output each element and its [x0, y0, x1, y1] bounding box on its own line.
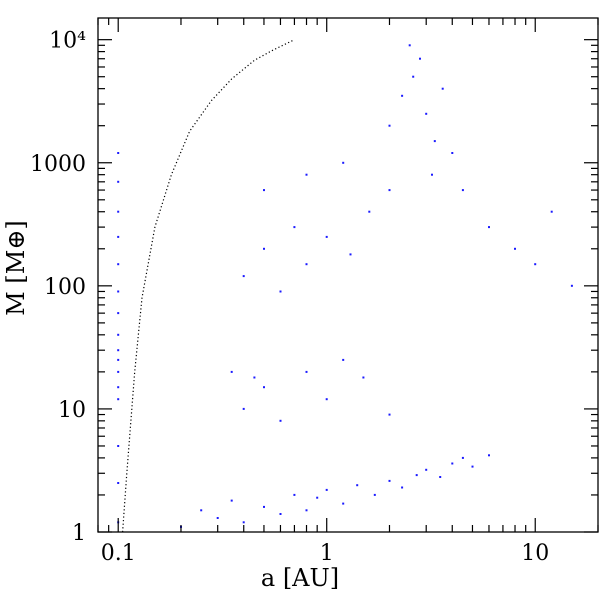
x-tick-label: 10 — [521, 541, 549, 566]
data-point — [117, 235, 120, 238]
data-point — [461, 189, 464, 192]
data-point — [279, 290, 282, 293]
y-tick-label: 10 — [58, 398, 86, 423]
data-point — [388, 479, 391, 482]
data-point — [305, 509, 308, 512]
points-layer — [117, 44, 573, 528]
data-point — [570, 284, 573, 287]
data-point — [293, 226, 296, 229]
data-point — [305, 263, 308, 266]
data-point — [441, 87, 444, 90]
data-point — [200, 509, 203, 512]
data-point — [415, 474, 418, 477]
data-point — [356, 484, 359, 487]
data-point — [342, 502, 345, 505]
data-point — [293, 493, 296, 496]
data-point — [408, 44, 411, 47]
data-point — [117, 482, 120, 484]
data-point — [316, 496, 319, 499]
data-point — [117, 386, 120, 389]
data-point — [362, 376, 365, 379]
data-point — [461, 456, 464, 459]
data-point — [279, 419, 282, 422]
data-point — [349, 253, 352, 256]
data-point — [439, 476, 442, 478]
data-point — [431, 173, 433, 176]
data-point — [488, 454, 490, 457]
y-tick-label: 100 — [44, 275, 86, 300]
x-tick-label: 0.1 — [101, 541, 136, 566]
data-point — [325, 398, 328, 401]
data-point — [117, 370, 120, 373]
data-point — [230, 499, 233, 502]
data-point — [242, 521, 245, 524]
data-point — [550, 210, 553, 213]
data-point — [342, 358, 345, 361]
data-point — [325, 488, 328, 491]
data-point — [263, 247, 265, 250]
data-point — [305, 370, 308, 373]
data-point — [117, 358, 120, 361]
x-tick-label: 1 — [320, 541, 334, 566]
data-point — [471, 465, 474, 468]
data-point — [117, 445, 120, 447]
data-point — [305, 173, 308, 176]
ticks-layer: 0.1 1 10 1 10 100 1000 10⁴ — [30, 18, 599, 566]
data-point — [242, 407, 245, 410]
x-axis-label: a [AU] — [261, 564, 339, 592]
boundary-curve-layer — [122, 39, 295, 533]
data-point — [263, 189, 265, 192]
data-point — [488, 226, 490, 229]
data-point — [117, 152, 120, 154]
data-point — [216, 517, 219, 519]
data-point — [117, 349, 120, 352]
data-point — [373, 493, 376, 496]
data-point — [388, 413, 391, 416]
data-point — [388, 124, 391, 127]
data-point — [242, 275, 245, 278]
data-point — [263, 505, 265, 508]
data-point — [451, 152, 454, 154]
data-point — [325, 235, 328, 238]
data-point — [117, 333, 120, 336]
data-point — [368, 210, 371, 213]
data-point — [425, 468, 428, 471]
y-tick-label: 1000 — [30, 152, 86, 177]
y-tick-label: 10⁴ — [49, 29, 86, 54]
data-point — [514, 247, 516, 250]
data-point — [412, 75, 415, 78]
data-point — [117, 180, 120, 183]
data-point — [117, 398, 120, 401]
data-point — [263, 386, 265, 389]
data-point — [117, 290, 120, 293]
data-point — [534, 263, 537, 266]
boundary-curve — [122, 39, 295, 533]
data-point — [253, 376, 256, 379]
data-point — [342, 161, 345, 164]
data-point — [279, 513, 282, 515]
data-point — [117, 263, 120, 266]
y-tick-label: 1 — [72, 521, 86, 546]
data-point — [117, 312, 120, 315]
data-point — [419, 57, 421, 60]
data-point — [401, 94, 404, 97]
data-point — [230, 370, 233, 373]
data-point — [117, 210, 120, 213]
plot-frame — [97, 17, 599, 533]
data-point — [401, 486, 404, 489]
data-point — [388, 189, 391, 192]
data-point — [425, 112, 428, 115]
y-axis-label: M [M⊕] — [2, 220, 30, 316]
data-point — [433, 140, 436, 143]
data-point — [451, 462, 454, 465]
